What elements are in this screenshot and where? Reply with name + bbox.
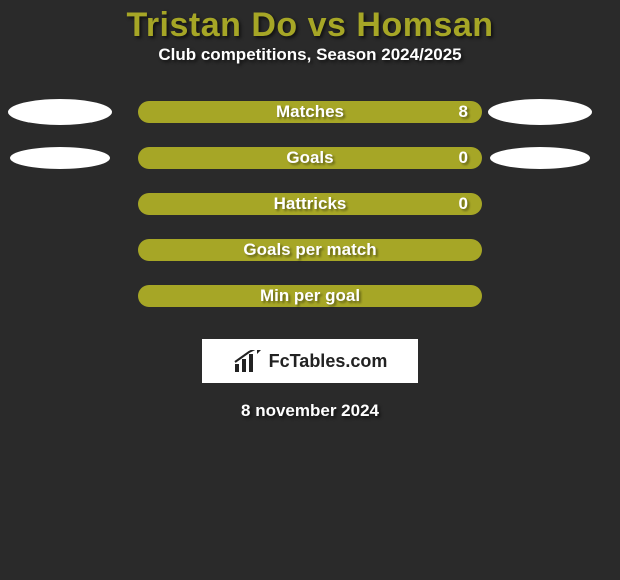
stat-label: Hattricks [274,194,347,214]
stat-label: Goals per match [243,240,376,260]
left-ellipse [8,99,112,125]
stat-label: Matches [276,102,344,122]
stat-value: 8 [459,102,468,122]
page-title: Tristan Do vs Homsan [0,0,620,45]
stat-row: Matches 8 [0,95,620,141]
stat-value: 0 [459,148,468,168]
logo-text: FcTables.com [269,351,388,372]
stat-row: Goals 0 [0,141,620,187]
stat-label: Goals [286,148,333,168]
stat-bar: Goals per match [138,239,482,261]
bar-chart-icon [233,350,263,372]
stat-value: 0 [459,194,468,214]
right-ellipse [488,99,592,125]
stats-rows: Matches 8 Goals 0 Hattricks 0 Goals per match M… [0,95,620,325]
date-label: 8 november 2024 [0,401,620,421]
subtitle: Club competitions, Season 2024/2025 [0,45,620,65]
stat-label: Min per goal [260,286,360,306]
stat-row: Goals per match [0,233,620,279]
right-ellipse [490,147,590,169]
stat-bar: Hattricks 0 [138,193,482,215]
stat-bar: Goals 0 [138,147,482,169]
fctables-logo: FcTables.com [202,339,418,383]
stat-row: Hattricks 0 [0,187,620,233]
stat-row: Min per goal [0,279,620,325]
left-ellipse [10,147,110,169]
stat-bar: Min per goal [138,285,482,307]
stat-bar: Matches 8 [138,101,482,123]
